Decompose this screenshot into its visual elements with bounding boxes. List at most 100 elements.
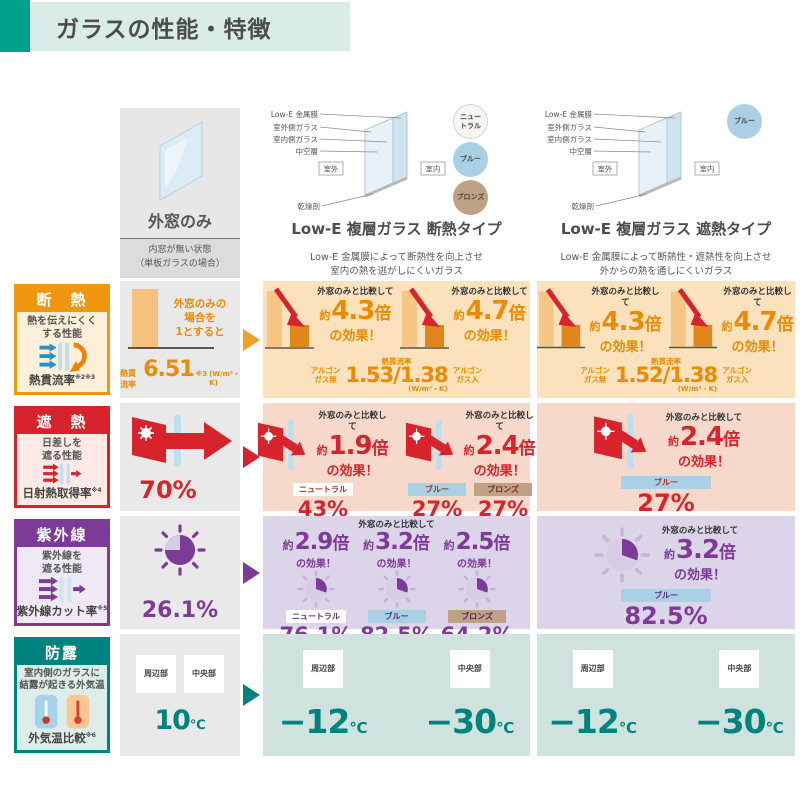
cell-uv-lowe-insulation: 約2.9倍 の効果！ ニュートラル 76.1% <box>263 516 530 647</box>
diagram-label-metal-film: Low-E 金属膜 <box>545 109 593 119</box>
effect-label: の効果！ <box>376 559 417 570</box>
effect-label: の効果！ <box>599 340 652 355</box>
arrow-right-icon <box>243 684 260 706</box>
column-header-outer-window: 外窓のみ 内窓が無い状態 （単板ガラスの場合） <box>120 108 240 278</box>
compare-note: 外窓のみと比較して <box>317 287 394 297</box>
temp-group: 周辺部 −12 ℃ <box>278 649 368 741</box>
argon-gas-none-label: アルゴン ガス無 <box>580 365 610 385</box>
compare-note: 外窓のみと比較して <box>723 287 792 308</box>
bar-drop-chart-icon <box>537 288 586 349</box>
shgc-value: 27% <box>637 488 695 517</box>
lowe-insulation-title: Low-E 複層ガラス 断熱タイプ <box>291 220 502 238</box>
comparison-block: 外窓のみと比較して 約 3.2 倍 の効果！ ブルー 82.5% <box>594 526 738 630</box>
cell-uv-lowe-shielding: 外窓のみと比較して 約 3.2 倍 の効果！ ブルー 82.5% <box>537 516 795 629</box>
compare-note: 外窓のみと比較して <box>661 526 739 536</box>
effect-value: 約 2.5 倍 <box>443 529 511 555</box>
double-glazing-diagram: Low-E 金属膜 室外側ガラス 室内側ガラス 中空層 室外 室内 乾燥剤 <box>545 109 720 211</box>
effect-label: の効果！ <box>295 559 336 570</box>
row-uv: 紫外線 紫外線を 遮る性能 紫外線カット率※5 <box>0 516 800 647</box>
cell-uv-outer: 26.1% <box>120 516 240 629</box>
lowe-insulation-subtitle: Low-E 金属膜によって断熱性を向上させ 室内の熱を逃がしにくいガラス <box>310 252 483 278</box>
perimeter-chip: 周辺部 <box>303 649 344 688</box>
result-chip: ブルー 82.5% <box>621 589 711 630</box>
glass-color-chip: ブルー <box>408 483 467 496</box>
effect-label: の効果！ <box>326 464 379 479</box>
effect-label: の効果！ <box>473 464 526 479</box>
swatch-label: ブルー <box>734 117 755 126</box>
effect-value: 約 2.9 倍 <box>282 529 350 555</box>
sun-pie-icon <box>377 570 416 608</box>
diagram-label-outdoor: 室外 <box>324 164 339 174</box>
diagram-zone: Low-E 金属膜 室外側ガラス 室内側ガラス 中空層 室外 室内 乾燥剤 ブル… <box>537 100 795 216</box>
comparison-block: 外窓のみと比較して 約3.2倍 の効果！ ブルー 8 <box>358 520 434 647</box>
effect-value: 約 3.2 倍 <box>363 529 430 555</box>
cell-shading-lowe-shielding: 外窓のみと比較して 約 2.4 倍 の効果！ ブルー 27% <box>537 403 795 516</box>
lowe-shielding-title: Low-E 複層ガラス 遮熱タイプ <box>560 220 772 238</box>
effect-value: 約 4.3 倍 <box>319 296 392 326</box>
temp-group: 中央部 −30 ℃ <box>426 649 514 741</box>
effect-value: 約 1.9 倍 <box>316 431 389 461</box>
cell-insulation-lowe-insulation: 外窓のみと比較して 約 4.3 倍 の効果！ 外窓のみと比較して <box>263 281 530 398</box>
diagram-label-metal-film: Low-E 金属膜 <box>271 109 319 119</box>
outer-uv-cut-value: 26.1% <box>141 597 219 623</box>
diagram-label-inner-glass: 室内側ガラス <box>273 134 318 144</box>
effect-value: 約 4.7 倍 <box>453 296 526 326</box>
comparison-block: 外窓のみと比較して 約 2.4 倍 の効果！ ブルー 27% <box>590 411 742 517</box>
glass-color-swatches: ニュートラル ブルー ブロンズ <box>453 100 488 216</box>
outer-u-value: 熱貫流率 6.51 ※3 (W/m²・K) <box>120 357 240 389</box>
sun-pie-icon <box>458 570 496 608</box>
argon-gas-in-label: アルゴン ガス入 <box>452 365 483 385</box>
diagram-label-outdoor: 室外 <box>598 164 613 174</box>
outer-window-subtitle: 内窓が無い状態 （単板ガラスの場合） <box>120 239 240 278</box>
color-swatch-bronze: ブロンズ <box>453 180 488 215</box>
row-metric-label: 外気温比較※6 <box>28 731 96 745</box>
cell-shading-lowe-insulation: 外窓のみと比較して 約 1.9 倍 の効果！ ニュートラル 43% <box>258 403 536 521</box>
bar-drop-chart-icon <box>669 288 718 349</box>
row-label-title: 紫外線 <box>17 522 107 547</box>
glass-color-chip: ニュートラル <box>292 483 353 496</box>
effect-label: の効果！ <box>329 329 382 344</box>
outer-shgc-value: 70% <box>139 476 197 505</box>
lowe-shielding-subtitle: Low-E 金属膜によって断熱性・遮熱性を向上させ 外からの熱を通しにくいガラス <box>560 252 772 278</box>
row-condensation: 防露 室内側のガラスに 結露が起きる外気温 外気温比較※6 周辺部 中央部 10… <box>0 634 800 756</box>
effect-value: 約 4.3 倍 <box>589 307 662 337</box>
comparison-block: 外窓のみと比較して 約 1.9 倍 の効果！ ニュートラル 43% <box>256 411 389 521</box>
cell-insulation-outer: 外窓のみの 場合を 1とすると 熱貫流率 6.51 ※3 (W/m²・K) <box>120 281 240 398</box>
row-shading: 遮 熱 日差しを 遮る性能 日射熱取得率※4 <box>0 403 800 521</box>
sun-arrow-through-glass-icon <box>132 415 232 467</box>
effect-label: の効果！ <box>731 340 784 355</box>
comparison-block: 外窓のみと比較して 約 4.3 倍 の効果！ <box>537 287 663 355</box>
diagram-label-outer-glass: 室外側ガラス <box>273 122 318 132</box>
effect-label: の効果！ <box>673 568 726 583</box>
unit-label: (W/m²・K) <box>677 385 718 393</box>
outer-baseline-note: 外窓のみの 場合を 1とすると <box>173 298 227 339</box>
result-chip: ブルー 27% <box>621 476 711 517</box>
row-metric-label: 紫外線カット率※5 <box>16 604 108 618</box>
column-header-lowe-insulation: Low-E 金属膜 室外側ガラス 室内側ガラス 中空層 室外 室内 乾燥剤 ニュ… <box>263 100 530 278</box>
bar-drop-chart-icon <box>265 287 315 349</box>
unit-label: (W/m²・K) <box>408 385 448 393</box>
compare-note: 外窓のみと比較して <box>451 287 528 297</box>
outer-temp: 10 ℃ <box>154 704 206 736</box>
comparison-block: 約2.5倍 の効果！ ブロンズ 64.2% <box>441 520 514 647</box>
header-accent-square <box>0 0 30 52</box>
diagram-label-desiccant: 乾燥剤 <box>572 201 595 211</box>
row-label-title: 遮 熱 <box>17 409 107 434</box>
compare-note: 外窓のみと比較して <box>358 520 435 530</box>
u-value-line: アルゴン ガス無 熱貫流率 1.52/1.38 (W/m²・K) アルゴン ガス… <box>537 357 795 394</box>
temp-group: 中央部 −30 ℃ <box>695 649 784 741</box>
arrow-right-icon <box>243 561 260 584</box>
row-label-shading: 遮 熱 日差しを 遮る性能 日射熱取得率※4 <box>14 406 110 508</box>
bar-outer-window <box>132 289 158 347</box>
row-label-desc: 紫外線を 遮る性能 <box>42 551 82 575</box>
thermometer-icon <box>34 694 90 729</box>
color-swatch-blue: ブルー <box>453 142 488 177</box>
temp-value: −12 ℃ <box>278 701 368 741</box>
compare-note: 外窓のみと比較して <box>465 411 534 432</box>
diagram-label-indoor: 室内 <box>700 164 715 174</box>
diagram-label-indoor: 室内 <box>426 164 441 174</box>
color-swatch-neutral: ニュートラル <box>453 104 488 139</box>
center-chip: 中央部 <box>719 649 760 688</box>
diagram-label-air-layer: 中空層 <box>570 146 593 156</box>
row-label-uv: 紫外線 紫外線を 遮る性能 紫外線カット率※5 <box>14 519 110 626</box>
